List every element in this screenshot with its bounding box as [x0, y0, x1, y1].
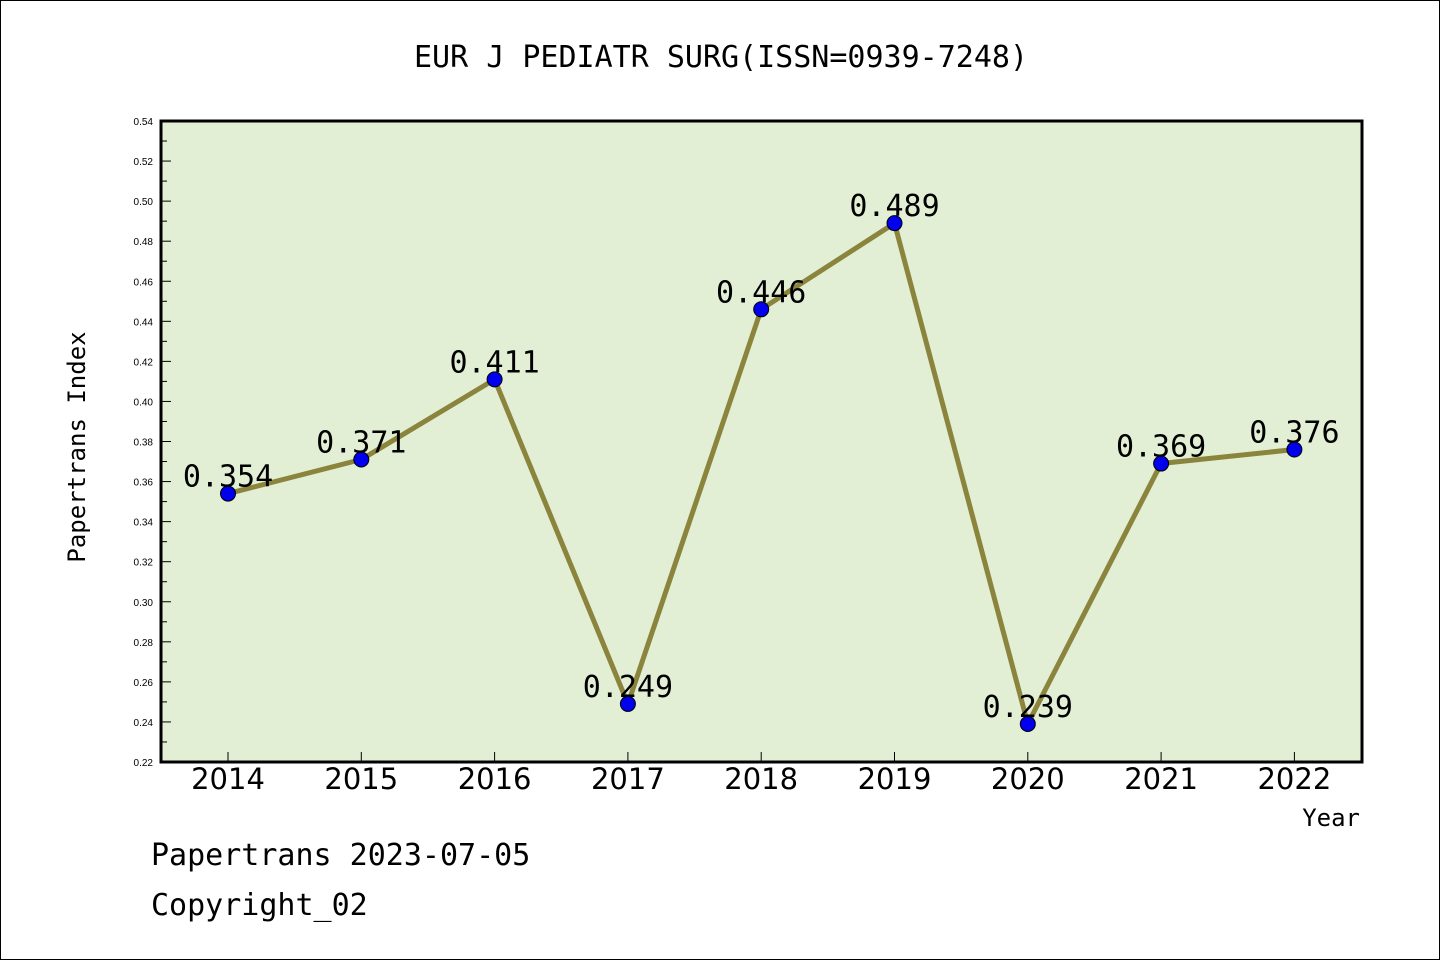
y-tick-label: 0.54	[134, 117, 154, 128]
y-axis-label: Papertrans Index	[63, 331, 91, 562]
y-tick-label: 0.24	[134, 718, 154, 729]
y-axis: 0.22 0.24 0.26 0.28 0.30 0.32 0.34 0.36 0.38 0.40…	[134, 117, 171, 769]
data-point-2019	[886, 215, 903, 232]
data-point-2015	[353, 451, 370, 468]
data-point-2018	[753, 301, 770, 318]
data-label-2018: 0.446	[716, 275, 806, 310]
data-label-2017: 0.249	[583, 670, 673, 705]
chart-title: EUR J PEDIATR SURG(ISSN=0939-7248)	[414, 40, 1028, 75]
data-label-2015: 0.371	[316, 426, 406, 461]
footer-copyright-line: Copyright_02	[151, 888, 368, 923]
x-tick-label: 2021	[1124, 762, 1198, 796]
x-tick-label: 2019	[858, 762, 932, 796]
y-tick-label: 0.48	[134, 237, 154, 248]
y-tick-label: 0.22	[134, 758, 154, 769]
data-point-2016	[486, 371, 503, 388]
data-labels: 0.354 0.371 0.411 0.249 0.446 0.489 0.239 0.369…	[183, 189, 1340, 725]
x-tick-label: 2020	[991, 762, 1065, 796]
data-label-2022: 0.376	[1249, 416, 1339, 451]
y-tick-label: 0.28	[134, 638, 154, 649]
data-point-2017	[619, 695, 636, 712]
footer-date-line: Papertrans 2023-07-05	[151, 838, 530, 873]
data-label-2021: 0.369	[1116, 430, 1206, 465]
y-tick-label: 0.50	[134, 197, 154, 208]
y-tick-label: 0.30	[134, 598, 154, 609]
x-axis: 2014 2015 2016 2017 2018 2019 2020 2021 2022	[191, 752, 1331, 796]
data-label-2014: 0.354	[183, 460, 273, 495]
y-tick-label: 0.52	[134, 157, 154, 168]
data-label-2019: 0.489	[849, 189, 939, 224]
y-tick-label: 0.46	[134, 277, 154, 288]
x-tick-label: 2014	[191, 762, 265, 796]
data-point-2021	[1153, 455, 1170, 472]
x-tick-label: 2022	[1257, 762, 1331, 796]
plot-area	[159, 119, 1364, 764]
y-tick-label: 0.42	[134, 357, 154, 368]
y-tick-label: 0.34	[134, 518, 154, 529]
y-tick-label: 0.26	[134, 678, 154, 689]
y-tick-label: 0.38	[134, 438, 154, 449]
data-label-2016: 0.411	[449, 345, 539, 380]
y-tick-label: 0.36	[134, 478, 154, 489]
y-tick-label: 0.44	[134, 317, 154, 328]
x-axis-label: Year	[1302, 804, 1360, 832]
data-label-2020: 0.239	[983, 690, 1073, 725]
data-markers	[220, 215, 1303, 732]
y-tick-label: 0.32	[134, 558, 154, 569]
x-tick-label: 2017	[591, 762, 665, 796]
y-tick-label: 0.40	[134, 397, 154, 408]
x-tick-label: 2018	[724, 762, 798, 796]
x-tick-label: 2016	[458, 762, 532, 796]
data-point-2014	[220, 485, 236, 502]
data-point-2020	[1019, 715, 1036, 732]
data-point-2022	[1286, 441, 1303, 458]
x-tick-label: 2015	[324, 762, 398, 796]
